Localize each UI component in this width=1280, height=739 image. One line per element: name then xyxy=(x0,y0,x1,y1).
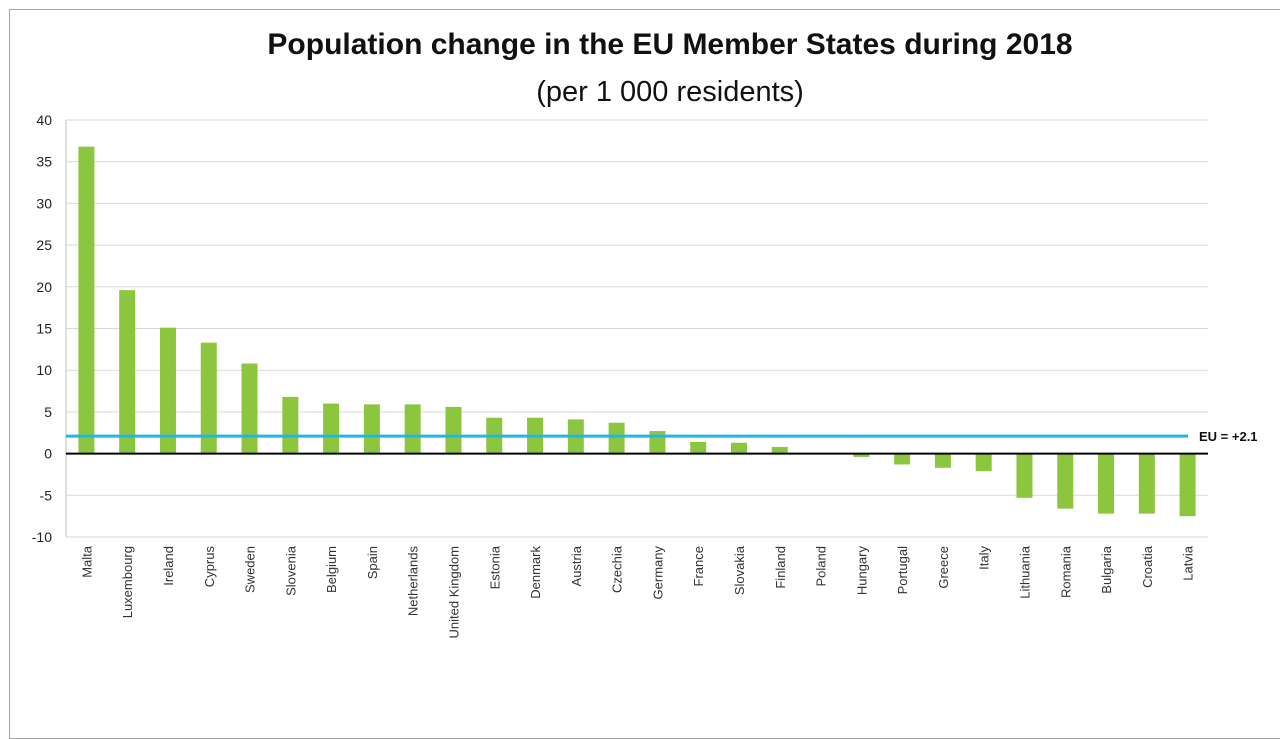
gridlines xyxy=(66,119,1208,538)
x-tick-label: Bulgaria xyxy=(1099,545,1114,593)
bar-finland xyxy=(771,446,788,454)
x-tick-label: Croatia xyxy=(1140,545,1155,588)
x-tick-label: Slovenia xyxy=(283,545,298,596)
y-tick-label: 40 xyxy=(36,112,52,128)
bar-france xyxy=(690,441,707,454)
x-tick-label: Luxembourg xyxy=(120,546,135,618)
y-tick-label: 10 xyxy=(36,362,52,378)
y-tick-label: -10 xyxy=(32,529,52,545)
y-axis-ticks: 40 35 30 25 20 15 10 5 0 -5 -10 xyxy=(32,112,52,545)
bar-romania xyxy=(1057,453,1074,509)
x-tick-label: Latvia xyxy=(1181,545,1196,580)
x-tick-label: Slovakia xyxy=(732,545,747,595)
y-tick-label: 15 xyxy=(36,321,52,337)
y-tick-label: 35 xyxy=(36,154,52,170)
x-tick-label: Denmark xyxy=(528,546,543,599)
eu-reference: EU = +2.1 xyxy=(66,429,1258,444)
bar-cyprus xyxy=(200,342,217,454)
x-tick-label: Germany xyxy=(650,546,665,600)
axes xyxy=(65,120,1208,537)
bar-belgium xyxy=(323,403,340,454)
x-tick-label: Finland xyxy=(773,546,788,589)
x-tick-label: Italy xyxy=(977,546,992,570)
bar-lithuania xyxy=(1016,453,1033,498)
x-tick-label: France xyxy=(691,546,706,586)
bar-chart: 40 35 30 25 20 15 10 5 0 -5 -10 Malta Luxembourg Ire… xyxy=(32,112,1258,639)
bar-croatia xyxy=(1138,453,1155,514)
x-tick-label: United Kingdom xyxy=(446,546,461,639)
bar-malta xyxy=(78,146,95,454)
x-tick-label: Ireland xyxy=(161,546,176,586)
x-tick-label: Estonia xyxy=(487,545,502,589)
y-tick-label: 25 xyxy=(36,237,52,253)
y-tick-label: 30 xyxy=(36,195,52,211)
bar-slovenia xyxy=(282,396,299,454)
x-tick-label: Romania xyxy=(1058,545,1073,598)
x-tick-label: Austria xyxy=(569,545,584,586)
bar-sweden xyxy=(241,363,258,454)
x-tick-label: Belgium xyxy=(324,546,339,593)
bars xyxy=(78,146,1196,517)
y-tick-label: 5 xyxy=(44,404,52,420)
eu-average-label: EU = +2.1 xyxy=(1199,429,1258,444)
chart-title: Population change in the EU Member State… xyxy=(267,28,1073,61)
y-tick-label: 20 xyxy=(36,279,52,295)
bar-ireland xyxy=(159,327,176,454)
x-tick-label: Lithuania xyxy=(1017,545,1032,599)
x-tick-label: Sweden xyxy=(243,546,258,593)
bar-slovakia xyxy=(730,442,747,454)
x-tick-label: Czechia xyxy=(610,545,625,593)
x-tick-label: Cyprus xyxy=(202,546,217,588)
bar-bulgaria xyxy=(1098,453,1115,514)
bar-germany xyxy=(649,431,666,454)
bar-czechia xyxy=(608,422,625,454)
bar-hungary xyxy=(853,453,870,457)
x-tick-label: Portugal xyxy=(895,546,910,595)
chart-frame xyxy=(9,9,1280,739)
x-axis-ticks: Malta Luxembourg Ireland Cyprus Sweden Sloven… xyxy=(79,545,1195,638)
x-tick-label: Poland xyxy=(814,546,829,586)
bar-greece xyxy=(934,453,951,468)
x-tick-label: Greece xyxy=(936,546,951,589)
x-tick-label: Netherlands xyxy=(406,546,421,617)
bar-luxembourg xyxy=(119,290,136,454)
bar-portugal xyxy=(894,453,911,465)
y-tick-label: 0 xyxy=(44,446,52,462)
bar-italy xyxy=(975,453,992,472)
y-tick-label: -5 xyxy=(40,487,53,503)
bar-netherlands xyxy=(404,404,421,454)
bar-united-kingdom xyxy=(445,406,462,454)
x-tick-label: Hungary xyxy=(854,546,869,596)
x-tick-label: Malta xyxy=(79,545,94,578)
bar-spain xyxy=(363,404,380,454)
x-tick-label: Spain xyxy=(365,546,380,579)
bar-latvia xyxy=(1179,453,1196,517)
chart-subtitle: (per 1 000 residents) xyxy=(536,76,804,108)
